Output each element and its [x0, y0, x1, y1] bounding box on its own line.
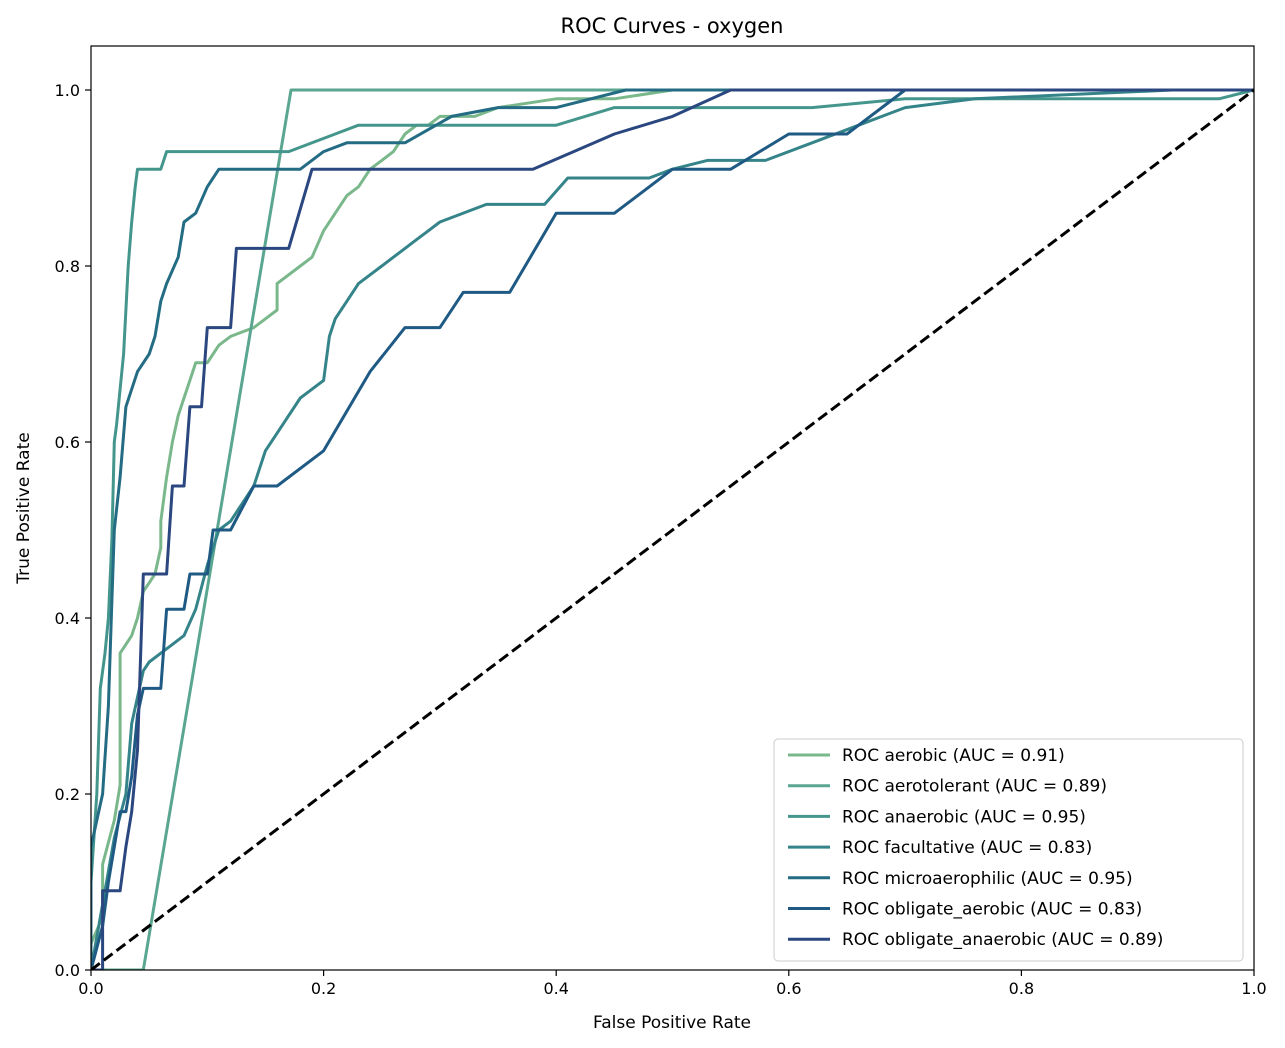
chart-title: ROC Curves - oxygen	[561, 14, 784, 38]
legend-label-6: ROC obligate_anaerobic (AUC = 0.89)	[842, 930, 1163, 950]
legend-label-1: ROC aerotolerant (AUC = 0.89)	[842, 777, 1107, 797]
legend-label-2: ROC anaerobic (AUC = 0.95)	[842, 807, 1086, 827]
x-tick-label: 0.6	[776, 979, 801, 998]
x-tick-label: 0.0	[78, 979, 103, 998]
x-tick-label: 1.0	[1241, 979, 1266, 998]
y-axis-ticks: 0.0 0.2 0.4 0.6 0.8 1.0	[55, 81, 91, 980]
y-tick-label: 0.2	[55, 785, 80, 804]
legend-label-0: ROC aerobic (AUC = 0.91)	[842, 746, 1065, 766]
series-line-6	[91, 88, 1254, 970]
series-lines	[91, 88, 1254, 970]
legend-label-4: ROC microaerophilic (AUC = 0.95)	[842, 869, 1133, 889]
legend: ROC aerobic (AUC = 0.91) ROC aerotolerant…	[773, 738, 1244, 962]
series-line-3	[91, 88, 1254, 970]
x-axis-label: False Positive Rate	[593, 1013, 751, 1033]
y-tick-label: 1.0	[55, 81, 80, 100]
y-tick-label: 0.6	[55, 433, 80, 452]
x-tick-label: 0.4	[543, 979, 568, 998]
reference-diagonal-line	[91, 88, 1254, 970]
legend-box	[773, 738, 1244, 962]
series-line-2	[91, 88, 1254, 970]
plot-frame	[90, 45, 1255, 971]
legend-label-3: ROC facultative (AUC = 0.83)	[842, 838, 1092, 858]
y-tick-label: 0.0	[55, 961, 80, 980]
series-line-4	[91, 88, 1254, 970]
x-axis-ticks: 0.0 0.2 0.4 0.6 0.8 1.0	[78, 970, 1267, 998]
legend-label-5: ROC obligate_aerobic (AUC = 0.83)	[842, 900, 1142, 920]
series-line-5	[91, 88, 1254, 970]
y-tick-label: 0.8	[55, 257, 80, 276]
x-tick-label: 0.8	[1009, 979, 1034, 998]
y-tick-label: 0.4	[55, 609, 80, 628]
x-tick-label: 0.2	[311, 979, 336, 998]
y-axis-label: True Positive Rate	[14, 432, 34, 584]
